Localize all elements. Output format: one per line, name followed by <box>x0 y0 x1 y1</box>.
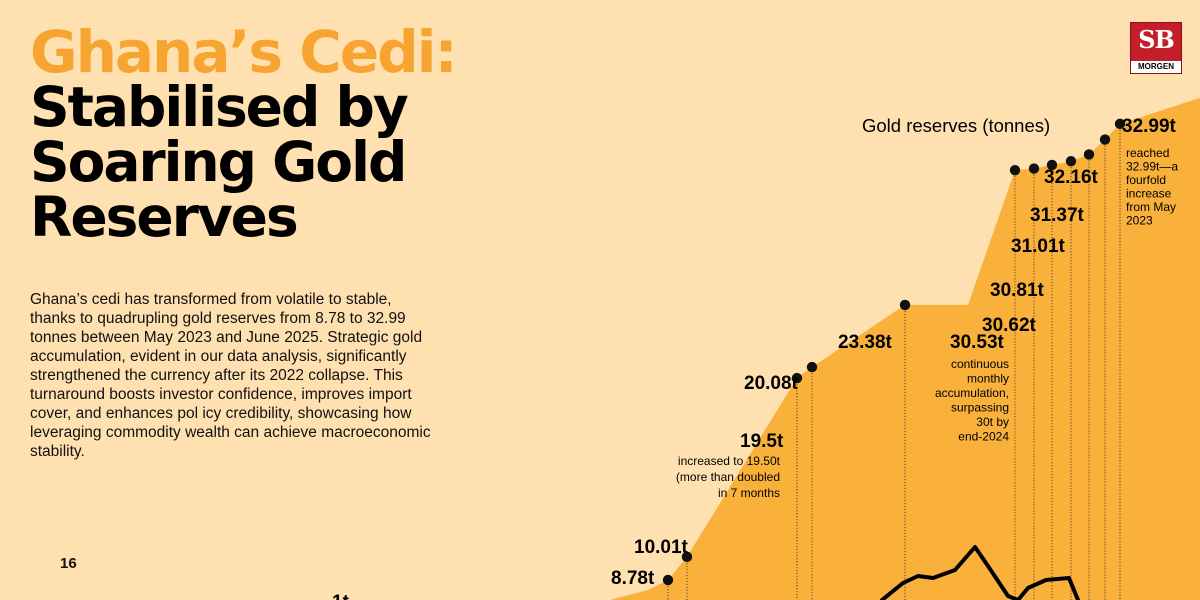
data-point <box>662 574 674 586</box>
data-label: 31.01t <box>1011 236 1066 257</box>
data-label: 19.5t <box>740 431 784 452</box>
title-line-2: Stabilised by Soaring Gold Reserves <box>30 75 409 249</box>
annotation-line: 2023 <box>1126 214 1153 228</box>
annotations: increased to 19.50t (more than doubled in … <box>676 146 1178 500</box>
annotation-line: (more than doubled <box>676 470 780 484</box>
data-label: 30.81t <box>990 280 1045 301</box>
data-point <box>806 361 818 373</box>
data-point <box>1083 149 1095 160</box>
data-point <box>1114 118 1126 130</box>
annotation-line: 30t by <box>976 415 1009 429</box>
area-fill <box>610 97 1200 600</box>
secondary-line <box>880 545 1080 600</box>
annotation-line: surpassing <box>951 401 1009 415</box>
annotation-line: increased to 19.50t <box>678 454 781 468</box>
annotation-line: accumulation, <box>935 386 1009 400</box>
data-point <box>1009 165 1021 176</box>
annotation-line: 32.99t—a <box>1126 160 1178 174</box>
partial-label: 1t <box>332 592 350 600</box>
data-point <box>681 551 693 563</box>
data-label: 8.78t <box>611 568 655 589</box>
page-number: 16 <box>60 555 77 572</box>
data-label: 31.37t <box>1030 205 1085 226</box>
annotation-line: from May <box>1126 200 1176 214</box>
intro-paragraph: Ghana’s cedi has transformed from volati… <box>30 291 431 460</box>
data-label: 23.38t <box>838 332 893 353</box>
title-line-1: Ghana’s Cedi: <box>30 18 458 86</box>
annotation-line: in 7 months <box>718 486 780 500</box>
annotation-line: end-2024 <box>958 430 1009 444</box>
annotation-line: increase <box>1126 187 1172 201</box>
annotation-line: monthly <box>967 372 1009 386</box>
data-label: 10.01t <box>634 537 689 558</box>
data-label: 32.99t <box>1122 116 1177 137</box>
annotation-line: reached <box>1126 146 1169 160</box>
chart-title: Gold reserves (tonnes) <box>862 115 1050 136</box>
data-point <box>1028 163 1040 174</box>
data-point <box>899 299 911 311</box>
data-point <box>1099 134 1111 145</box>
logo-mark: SB <box>1138 25 1175 54</box>
annotation-line: fourfold <box>1126 173 1166 187</box>
data-label: 30.62t <box>982 315 1037 336</box>
data-label: 20.08t <box>744 373 799 394</box>
drop-lines <box>667 123 1121 600</box>
brand-logo: SB MORGEN <box>1130 22 1182 74</box>
data-points <box>662 118 1126 586</box>
data-point <box>1065 155 1077 167</box>
annotation-line: continuous <box>951 357 1009 371</box>
data-point <box>791 372 803 384</box>
data-point <box>1046 159 1058 171</box>
data-label: 30.53t <box>950 332 1005 353</box>
logo-text: MORGEN <box>1131 61 1181 73</box>
data-labels: 8.78t 10.01t 19.5t 20.08t 23.38t 30.53t30.62t… <box>611 116 1177 589</box>
data-label: 32.16t <box>1044 167 1099 188</box>
